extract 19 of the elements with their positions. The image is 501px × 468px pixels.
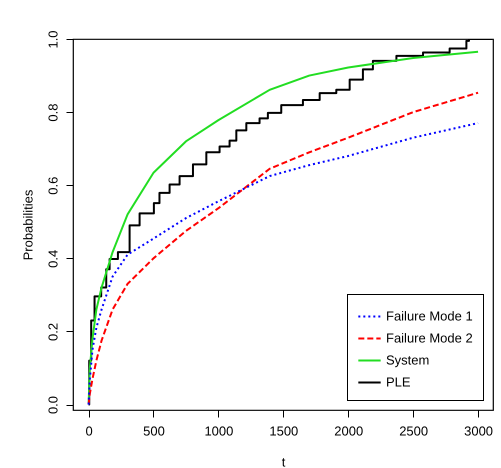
legend-label: Failure Mode 1 [386, 308, 473, 324]
y-tick-label: 1.0 [46, 30, 60, 49]
y-tick-label: 0.0 [46, 396, 60, 414]
y-tick-label: 0.4 [46, 250, 60, 268]
x-tick-label: 500 [143, 424, 165, 438]
y-tick-label: 0.2 [46, 322, 60, 341]
x-axis-title: t [282, 454, 286, 468]
y-axis-title: Probabilities [20, 189, 36, 260]
y-tick-label: 0.6 [46, 176, 60, 195]
x-tick-label: 1000 [204, 424, 234, 438]
x-tick-label: 2000 [334, 424, 364, 438]
x-tick-label: 3000 [464, 424, 494, 438]
x-tick-label: 2500 [399, 424, 428, 438]
legend-label: System [386, 352, 430, 368]
y-tick-label: 0.8 [46, 104, 60, 122]
x-tick-label: 0 [85, 424, 93, 438]
legend-label: Failure Mode 2 [386, 330, 473, 346]
legend-label: PLE [386, 374, 411, 390]
x-tick-label: 1500 [269, 424, 298, 438]
